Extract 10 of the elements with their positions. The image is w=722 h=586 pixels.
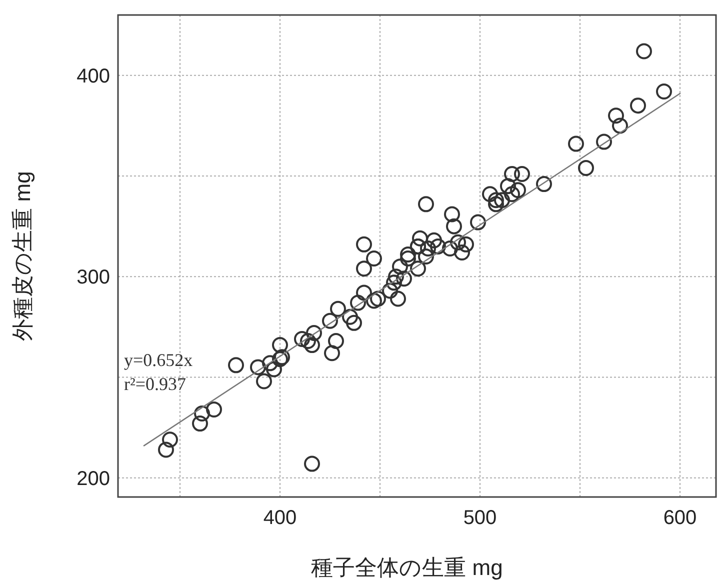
x-tick-label: 400 bbox=[263, 507, 297, 529]
y-axis-title: 外種皮の生重 mg bbox=[10, 171, 35, 341]
x-axis-title: 種子全体の生重 mg bbox=[311, 555, 503, 580]
annotation: y=0.652x bbox=[124, 350, 193, 370]
y-tick-label: 400 bbox=[76, 65, 110, 88]
annotation: r²=0.937 bbox=[124, 374, 186, 394]
x-tick-label: 500 bbox=[463, 507, 497, 529]
y-tick-label: 300 bbox=[76, 266, 110, 289]
x-tick-label: 600 bbox=[663, 507, 697, 529]
y-tick-label: 200 bbox=[76, 468, 110, 490]
